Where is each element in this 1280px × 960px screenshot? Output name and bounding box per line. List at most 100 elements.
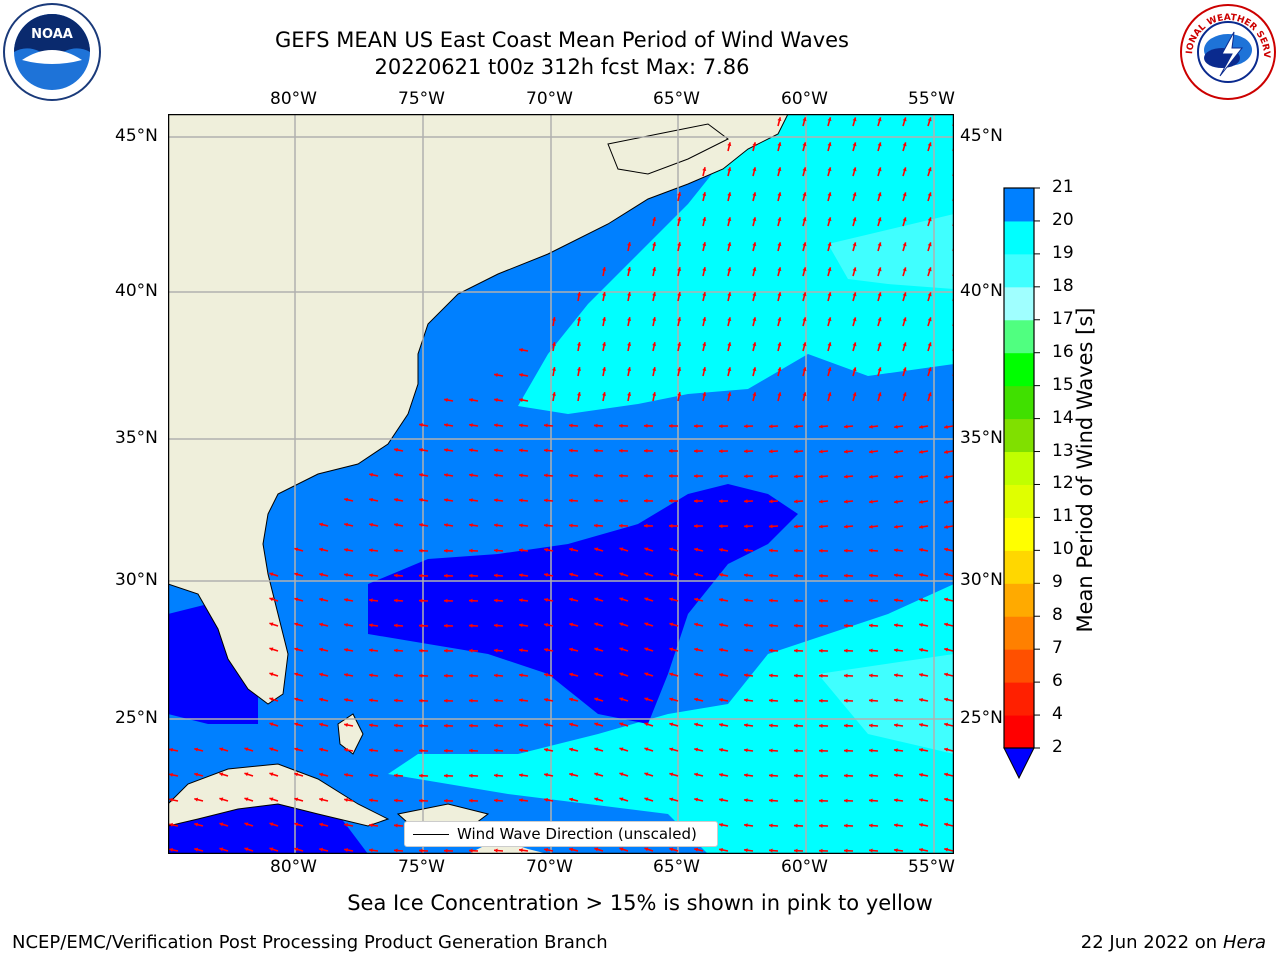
wave-direction-arrowhead [802,367,807,372]
wave-direction-arrowhead [269,772,274,777]
wave-direction-arrowhead [344,747,348,753]
wave-direction-arrowhead [769,748,773,753]
wave-direction-arrowhead [794,823,798,828]
wave-direction-arrowhead [819,773,823,778]
wave-direction-arrowhead [844,673,848,678]
wave-direction-arrowhead [519,848,523,853]
wave-direction-arrowhead [727,167,732,172]
wave-direction-arrowhead [802,292,807,297]
wave-direction-arrowhead [369,472,373,477]
wave-direction-arrowhead [852,292,857,297]
wave-direction-arrowhead [944,847,949,852]
wave-direction-arrowhead [644,672,649,677]
wave-direction-arrowhead [602,367,607,371]
wave-direction-arrowhead [594,622,599,627]
wave-direction-arrowhead [644,797,649,802]
wave-direction-arrowhead [727,342,732,347]
wave-direction-arrowhead [769,623,773,628]
wave-direction-arrowhead [719,547,723,552]
colorbar-tick-label: 19 [1052,242,1074,263]
wave-direction-arrowhead [944,672,949,677]
wave-direction-arrowhead [919,722,923,727]
wave-direction-arrowhead [569,672,574,677]
wave-direction-arrowhead [827,342,832,347]
wave-direction-arrowhead [694,672,699,677]
wave-direction-arrowhead [644,747,649,752]
wave-direction-arrowhead [719,822,723,827]
wave-direction-arrowhead [919,822,923,827]
wave-direction-arrowhead [727,392,732,397]
wave-direction-arrowhead [944,797,949,802]
wave-direction-arrowhead [627,367,632,371]
wave-direction-arrowhead [594,597,599,602]
wave-direction-arrowhead [944,822,949,827]
wave-direction-arrowhead [576,292,582,296]
lat-label: 35°N [115,428,158,448]
wave-direction-arrowhead [694,647,699,652]
wave-direction-arrowhead [669,722,674,727]
wave-direction-arrowhead [369,848,373,853]
wave-direction-arrowhead [669,747,674,752]
wave-direction-arrowhead [877,342,882,347]
wave-direction-arrowhead [652,342,657,346]
wave-direction-arrowhead [619,498,623,503]
wave-direction-arrowhead [802,217,807,222]
wave-direction-arrowhead [944,772,949,777]
wave-direction-arrowhead [702,242,707,247]
sea-ice-note: Sea Ice Concentration > 15% is shown in … [347,891,933,915]
wave-direction-arrowhead [669,547,674,552]
wave-direction-arrowhead [444,423,448,428]
wave-direction-arrowhead [819,524,823,529]
wave-direction-arrowhead [627,292,632,296]
colorbar-segment [1004,385,1034,420]
colorbar-segment [1004,188,1034,222]
wave-direction-arrowhead [694,448,698,454]
wave-direction-arrowhead [752,192,757,197]
map-subtitle: 20220621 t00z 312h fcst Max: 7.86 [374,55,750,79]
wave-direction-arrowhead [719,597,723,602]
wave-direction-arrowhead [219,847,224,852]
colorbar-tick-label: 12 [1052,473,1074,494]
wave-direction-arrowhead [677,267,682,272]
wave-direction-arrowhead [694,572,699,577]
wave-direction-arrowhead [894,623,898,628]
footer-left: NCEP/EMC/Verification Post Processing Pr… [12,932,608,953]
colorbar-tick-label: 21 [1052,177,1074,197]
wave-direction-arrowhead [819,798,823,803]
wave-direction-arrowhead [652,242,657,246]
wave-direction-arrowhead [944,747,949,752]
wave-direction-arrowhead [819,823,823,828]
wave-direction-arrowhead [744,598,748,603]
wave-direction-arrowhead [794,773,798,778]
wave-direction-arrowhead [702,392,707,397]
wave-direction-arrowhead [644,547,649,552]
wave-direction-arrowhead [394,748,398,753]
wave-direction-arrowhead [894,823,898,828]
wave-direction-arrowhead [802,192,807,197]
wave-direction-arrowhead [494,573,498,578]
wave-direction-arrowhead [319,847,324,852]
wave-direction-arrowhead [269,722,274,727]
wave-direction-arrowhead [419,447,423,453]
wave-direction-arrowhead [494,498,498,503]
wave-direction-arrowhead [752,167,757,172]
wave-direction-arrowhead [727,317,732,322]
wave-direction-arrowhead [494,698,498,703]
wave-direction-arrowhead [777,317,782,322]
wave-direction-arrowhead [844,499,848,504]
wave-direction-arrowhead [519,723,523,728]
colorbar-segment [1004,352,1034,387]
wave-direction-arrowhead [269,647,274,652]
wave-direction-arrowhead [494,548,498,553]
wave-direction-arrowhead [544,448,548,453]
wave-direction-arrowhead [444,848,448,853]
wave-direction-arrowhead [444,523,448,528]
wave-direction-arrowhead [602,317,607,321]
wave-direction-arrowhead [894,499,898,504]
wave-direction-arrowhead [469,548,473,553]
wave-direction-arrowhead [677,342,682,347]
wave-direction-arrowhead [544,747,548,752]
wave-direction-arrowhead [419,648,423,653]
wave-direction-arrowhead [469,523,473,528]
wave-direction-arrowhead [944,722,949,727]
